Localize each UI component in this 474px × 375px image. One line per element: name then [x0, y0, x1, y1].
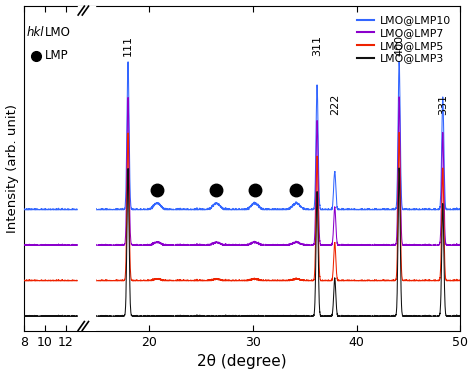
X-axis label: 2θ (degree): 2θ (degree)	[198, 354, 287, 369]
Text: 111: 111	[123, 35, 133, 56]
Text: 222: 222	[330, 94, 340, 115]
Y-axis label: Intensity (arb. unit): Intensity (arb. unit)	[6, 104, 18, 233]
Bar	[78, 0, 95, 346]
Text: 311: 311	[312, 35, 322, 56]
Text: hkl: hkl	[26, 26, 44, 39]
Text: LMO: LMO	[45, 26, 71, 39]
Text: LMP: LMP	[45, 50, 69, 62]
Text: 400: 400	[394, 35, 404, 56]
Legend: LMO@LMP10, LMO@LMP7, LMO@LMP5, LMO@LMP3: LMO@LMP10, LMO@LMP7, LMO@LMP5, LMO@LMP3	[352, 11, 455, 68]
Text: 331: 331	[438, 94, 448, 115]
